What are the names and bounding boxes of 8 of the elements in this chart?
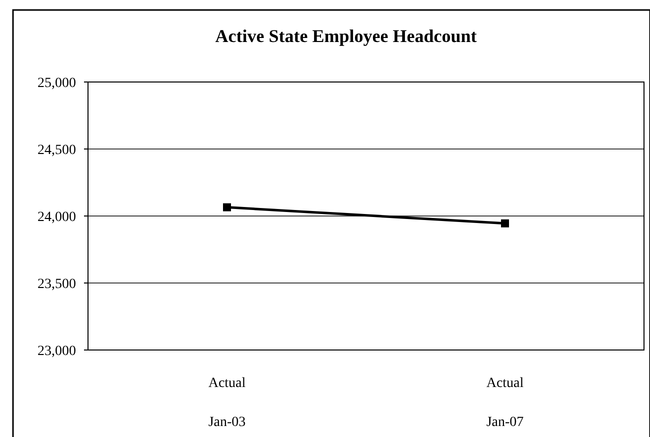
- y-tick-label: 24,500: [38, 142, 76, 158]
- y-tick-label: 23,000: [38, 344, 76, 359]
- chart-title: Active State Employee Headcount: [215, 26, 477, 46]
- category-label: Actual Jan-07: [486, 376, 524, 430]
- y-tick-label: 24,000: [38, 210, 76, 225]
- category-label: Actual Jan-03: [208, 376, 246, 430]
- y-tick-label: 25,000: [38, 76, 76, 91]
- y-tick-label: 23,500: [38, 276, 76, 292]
